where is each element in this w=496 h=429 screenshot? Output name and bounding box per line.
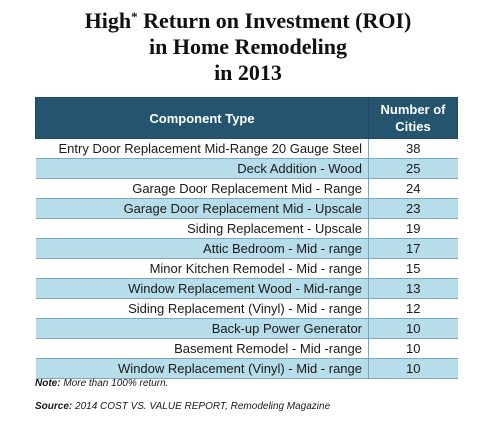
table-row: Window Replacement Wood - Mid-range 13	[35, 278, 458, 299]
title-asterisk: *	[131, 9, 138, 24]
table-row: Garage Door Replacement Mid - Range 24	[35, 178, 458, 199]
number-of-cities-cell: 12	[368, 298, 458, 319]
title-line-3: in 2013	[214, 60, 282, 85]
table-row: Garage Door Replacement Mid - Upscale 23	[35, 198, 458, 219]
footnote-source: Source: 2014 COST VS. VALUE REPORT, Remo…	[35, 401, 330, 412]
number-of-cities-cell: 23	[368, 198, 458, 219]
table-row: Attic Bedroom - Mid - range 17	[35, 238, 458, 259]
component-type-cell: Window Replacement Wood - Mid-range	[35, 278, 369, 299]
title-line-2: in Home Remodeling	[149, 34, 347, 59]
chart-title: High* Return on Investment (ROI) in Home…	[0, 8, 496, 86]
number-of-cities-cell: 19	[368, 218, 458, 239]
component-type-cell: Siding Replacement - Upscale	[35, 218, 369, 239]
table-row: Siding Replacement - Upscale 19	[35, 218, 458, 239]
number-of-cities-cell: 17	[368, 238, 458, 259]
component-type-cell: Entry Door Replacement Mid-Range 20 Gaug…	[35, 138, 369, 159]
source-text: 2014 COST VS. VALUE REPORT, Remodeling M…	[75, 401, 331, 412]
source-label: Source:	[35, 401, 73, 412]
number-of-cities-cell: 10	[368, 358, 458, 379]
component-type-cell: Garage Door Replacement Mid - Upscale	[35, 198, 369, 219]
number-of-cities-cell: 38	[368, 138, 458, 159]
note-label: Note:	[35, 378, 61, 389]
table-row: Siding Replacement (Vinyl) - Mid - range…	[35, 298, 458, 319]
table-row: Basement Remodel - Mid -range 10	[35, 338, 458, 359]
footnote-note: Note: More than 100% return.	[35, 378, 168, 389]
number-of-cities-cell: 10	[368, 338, 458, 359]
component-type-cell: Garage Door Replacement Mid - Range	[35, 178, 369, 199]
number-of-cities-cell: 10	[368, 318, 458, 339]
title-line-1: High* Return on Investment (ROI)	[0, 8, 496, 34]
title-line-1-main: High	[84, 8, 132, 33]
number-of-cities-cell: 15	[368, 258, 458, 279]
component-type-cell: Attic Bedroom - Mid - range	[35, 238, 369, 259]
title-line-1-rest: Return on Investment (ROI)	[137, 8, 412, 33]
number-of-cities-cell: 24	[368, 178, 458, 199]
component-type-cell: Siding Replacement (Vinyl) - Mid - range	[35, 298, 369, 319]
component-type-cell: Basement Remodel - Mid -range	[35, 338, 369, 359]
table-row: Deck Addition - Wood 25	[35, 158, 458, 179]
table-body: Entry Door Replacement Mid-Range 20 Gaug…	[35, 138, 458, 379]
component-type-cell: Window Replacement (Vinyl) - Mid - range	[35, 358, 369, 379]
component-type-cell: Minor Kitchen Remodel - Mid - range	[35, 258, 369, 279]
roi-table: Component Type Number of Cities Entry Do…	[35, 97, 458, 379]
component-type-cell: Deck Addition - Wood	[35, 158, 369, 179]
number-of-cities-cell: 13	[368, 278, 458, 299]
component-type-cell: Back-up Power Generator	[35, 318, 369, 339]
table-header-row: Component Type Number of Cities	[35, 97, 458, 139]
table-row: Minor Kitchen Remodel - Mid - range 15	[35, 258, 458, 279]
table-row: Entry Door Replacement Mid-Range 20 Gaug…	[35, 138, 458, 159]
note-text: More than 100% return.	[63, 378, 169, 389]
table-row: Back-up Power Generator 10	[35, 318, 458, 339]
header-component-type: Component Type	[35, 97, 369, 139]
table-row: Window Replacement (Vinyl) - Mid - range…	[35, 358, 458, 379]
number-of-cities-cell: 25	[368, 158, 458, 179]
header-number-of-cities: Number of Cities	[368, 97, 458, 139]
